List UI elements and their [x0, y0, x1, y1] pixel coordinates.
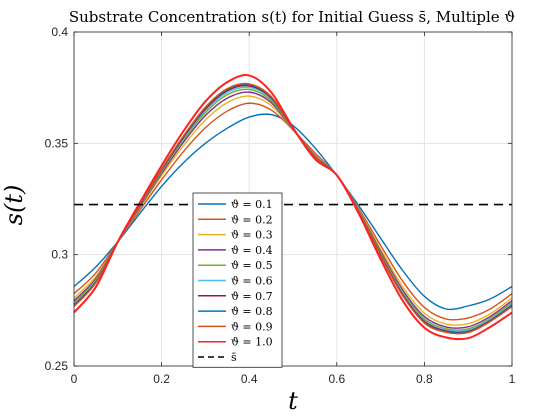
- x-tick-label: 0.2: [153, 372, 170, 386]
- x-tick-label: 1: [509, 372, 516, 386]
- chart-title: Substrate Concentration s(t) for Initial…: [69, 8, 516, 26]
- plot-frame: [73, 31, 513, 367]
- series-layer: [73, 74, 513, 341]
- x-tick-label: 0: [71, 372, 78, 386]
- y-tick-label: 0.3: [51, 248, 68, 262]
- y-tick-label: 0.25: [45, 359, 69, 373]
- series-line-10: [73, 74, 513, 341]
- series-line-2: [73, 102, 513, 321]
- x-tick-label: 0.8: [416, 372, 433, 386]
- y-tick-label: 0.35: [45, 136, 69, 150]
- y-axis-label: s(t): [0, 185, 28, 226]
- y-tick-label: 0.4: [51, 25, 68, 39]
- legend-entry: ϑ = 0.4: [231, 244, 273, 257]
- legend-entry: ϑ = 0.8: [231, 305, 273, 318]
- x-tick-label: 0.6: [328, 372, 345, 386]
- legend-entry: ϑ = 0.6: [231, 275, 273, 288]
- legend-entry: ϑ = 1.0: [231, 336, 273, 349]
- legend-entry: ϑ = 0.2: [231, 213, 273, 226]
- legend-entry: ϑ = 0.3: [231, 229, 273, 242]
- legend-entry: ϑ = 0.5: [231, 259, 273, 272]
- x-tick-label: 0.4: [241, 372, 258, 386]
- grid-layer: [73, 31, 513, 367]
- legend-entry: ϑ = 0.7: [231, 290, 273, 303]
- legend-entry: s̄: [231, 351, 237, 364]
- x-axis-label: t: [288, 387, 298, 415]
- legend-entry: ϑ = 0.9: [231, 320, 273, 333]
- series-line-1: [73, 113, 513, 311]
- tick-layer: 0 0.2 0.4 0.6 0.8 1 0.25 0.3 0.35 0.4: [45, 25, 516, 386]
- legend: ϑ = 0.1 ϑ = 0.2 ϑ = 0.3 ϑ = 0.4 ϑ = 0.5 ϑ = 0…: [192, 192, 283, 368]
- legend-entry: ϑ = 0.1: [231, 198, 273, 211]
